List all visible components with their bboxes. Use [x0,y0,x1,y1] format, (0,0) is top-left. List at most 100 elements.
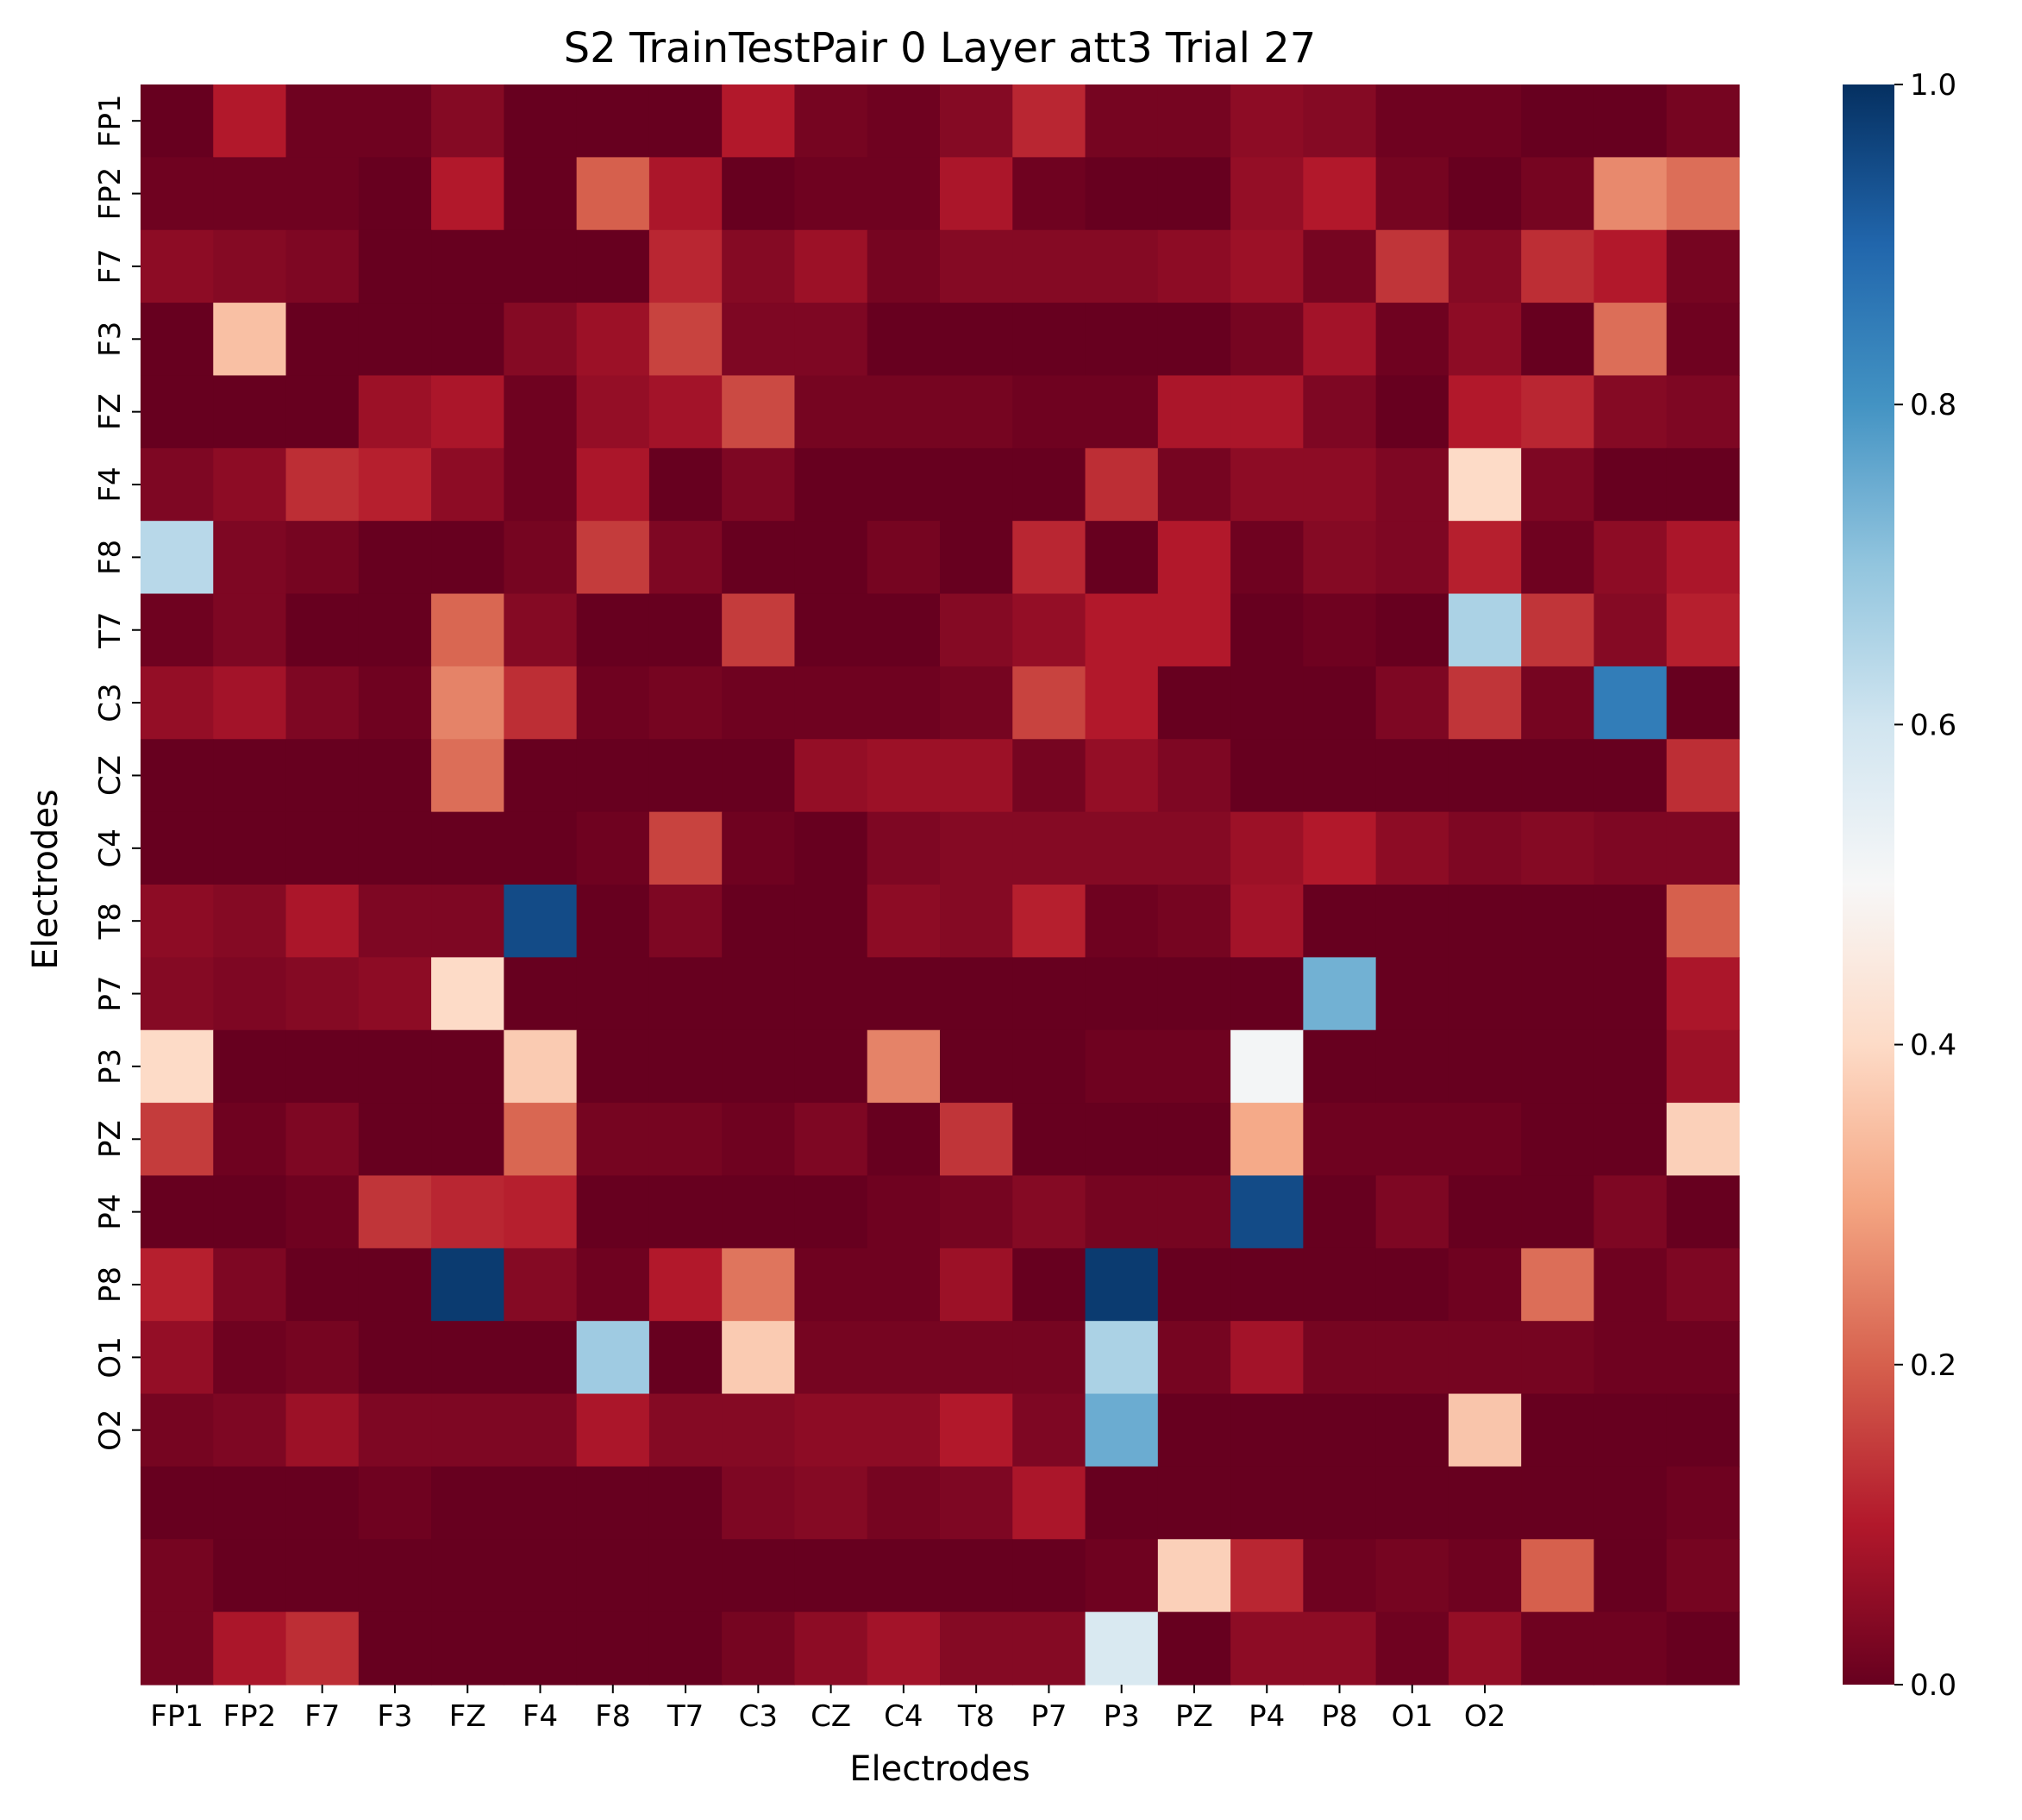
heatmap-cell [141,1393,214,1467]
heatmap-cell [1230,1466,1304,1540]
heatmap-cell [358,229,432,303]
heatmap-cell [1448,1611,1522,1686]
heatmap-cell [1157,1248,1231,1322]
heatmap-cell [940,1611,1013,1686]
heatmap-cell [1521,666,1595,740]
heatmap-cell [1157,811,1231,885]
heatmap-cell [794,885,868,958]
heatmap-cell [867,1248,941,1322]
heatmap-cell [1012,739,1086,813]
heatmap-cell [794,521,868,595]
heatmap-cell [648,1248,723,1322]
heatmap-cell [1448,84,1522,158]
heatmap-cell [722,229,796,303]
heatmap-cell [358,375,432,449]
heatmap-cell [1303,157,1377,231]
heatmap-cell [1012,1248,1086,1322]
x-tick-label: F8 [595,1699,630,1734]
heatmap-cell [1666,84,1740,158]
heatmap-cell [1303,1029,1377,1104]
heatmap-cell [1157,1539,1231,1613]
heatmap-cell [940,447,1013,522]
heatmap-cell [722,1466,796,1540]
heatmap-cell [1012,1466,1086,1540]
heatmap-cell [648,811,723,885]
heatmap-cell [1448,303,1522,377]
heatmap-cell [431,303,504,377]
heatmap-cell [722,1103,796,1177]
heatmap-cell [141,957,214,1031]
heatmap-cell [1666,1103,1740,1177]
heatmap-cell [213,1393,287,1467]
heatmap-cell [1666,229,1740,303]
heatmap-cell [213,885,287,958]
heatmap-cell [1448,1248,1522,1322]
heatmap-cell [722,811,796,885]
y-axis-label: Electrodes [26,789,66,970]
heatmap-cell [1593,303,1668,377]
y-tick-label: FP1 [93,94,128,147]
heatmap-cell [358,666,432,740]
heatmap-cell [431,739,504,813]
heatmap-cell [504,1175,578,1249]
heatmap-cell [1375,666,1449,740]
y-tick-label: O1 [93,1336,128,1378]
heatmap-cell [648,593,723,667]
heatmap-cell [867,739,941,813]
heatmap-cell [722,447,796,522]
heatmap-cell [141,1539,214,1613]
heatmap-cell [722,157,796,231]
y-tick-label: F7 [93,248,128,284]
heatmap-cell [358,1393,432,1467]
heatmap-cell [1593,957,1668,1031]
heatmap-cell [1521,811,1595,885]
heatmap-cell [1085,957,1159,1031]
heatmap-cell [431,375,504,449]
heatmap-cell [358,1611,432,1686]
heatmap-cell [285,593,360,667]
heatmap-cell [648,521,723,595]
heatmap-cell [940,521,1013,595]
y-tick-label: P7 [93,975,128,1011]
heatmap-cell [576,375,650,449]
heatmap-cell [1375,1466,1449,1540]
colorbar-tick-label: 0.8 [1910,388,1956,422]
heatmap-cell [141,811,214,885]
heatmap-cell [1157,593,1231,667]
heatmap-cell [285,1248,360,1322]
heatmap-cell [648,1321,723,1395]
heatmap-cell [1448,957,1522,1031]
heatmap-cell [1085,1393,1159,1467]
heatmap-cell [1448,1466,1522,1540]
heatmap-cell [1157,666,1231,740]
heatmap-cell [431,1539,504,1613]
heatmap-cell [1375,375,1449,449]
heatmap-cell [504,375,578,449]
heatmap-cell [431,1029,504,1104]
heatmap-cell [1593,1029,1668,1104]
heatmap-cell [213,1175,287,1249]
heatmap-cell [1593,447,1668,522]
heatmap-cell [285,521,360,595]
heatmap-cell [1375,885,1449,958]
y-tick-label: P8 [93,1266,128,1303]
heatmap-cell [940,84,1013,158]
heatmap-cell [1157,521,1231,595]
heatmap-cell [794,157,868,231]
colorbar [1843,84,1894,1685]
heatmap-cell [1375,1611,1449,1686]
heatmap-cell [1521,885,1595,958]
heatmap-cell [1521,1029,1595,1104]
heatmap-cell [358,1248,432,1322]
heatmap-cell [285,157,360,231]
heatmap-cell [141,375,214,449]
heatmap-cell [358,1103,432,1177]
heatmap-cell [1157,1611,1231,1686]
heatmap-cell [1666,957,1740,1031]
heatmap-cell [576,157,650,231]
heatmap-cell [1593,593,1668,667]
heatmap-cell [1448,1539,1522,1613]
heatmap-cell [1230,375,1304,449]
heatmap-cell [141,1029,214,1104]
heatmap-cells [141,84,1740,1686]
